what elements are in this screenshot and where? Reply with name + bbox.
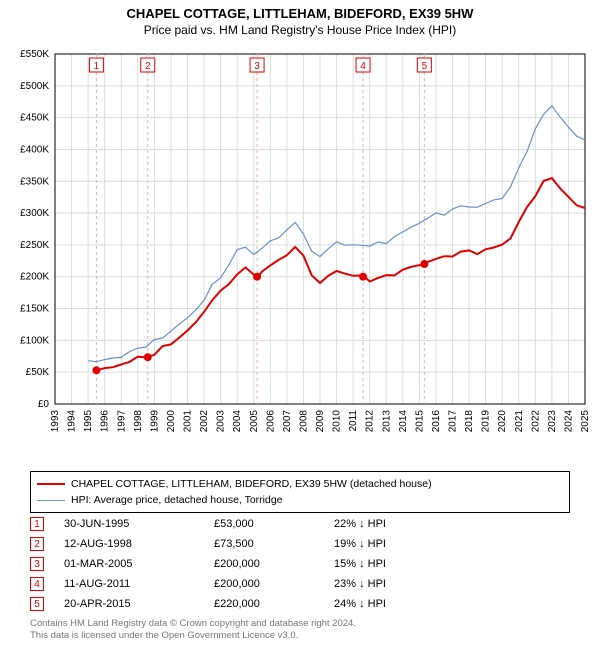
legend-item-hpi: HPI: Average price, detached house, Torr… — [37, 492, 563, 508]
sale-date: 11-AUG-2011 — [64, 578, 214, 590]
svg-text:3: 3 — [254, 61, 260, 72]
svg-text:2012: 2012 — [365, 410, 376, 433]
svg-text:2003: 2003 — [216, 410, 227, 433]
sale-date: 12-AUG-1998 — [64, 538, 214, 550]
sale-date: 30-JUN-1995 — [64, 518, 214, 530]
svg-text:5: 5 — [422, 61, 428, 72]
svg-text:1993: 1993 — [50, 410, 61, 433]
sale-marker: 2 — [30, 537, 44, 551]
svg-text:£50K: £50K — [26, 367, 50, 378]
footer-line-1: Contains HM Land Registry data © Crown c… — [30, 618, 356, 630]
chart-footer: Contains HM Land Registry data © Crown c… — [30, 618, 356, 642]
sale-row: 4 11-AUG-2011£200,00023% ↓ HPI — [30, 574, 570, 594]
svg-text:2001: 2001 — [183, 410, 194, 433]
sale-date: 20-APR-2015 — [64, 598, 214, 610]
footer-line-2: This data is licensed under the Open Gov… — [30, 630, 356, 642]
svg-text:1999: 1999 — [149, 410, 160, 433]
legend-label-property: CHAPEL COTTAGE, LITTLEHAM, BIDEFORD, EX3… — [71, 476, 432, 492]
legend-swatch-property — [37, 483, 65, 485]
svg-text:2008: 2008 — [298, 410, 309, 433]
svg-text:4: 4 — [360, 61, 366, 72]
svg-text:£400K: £400K — [20, 144, 49, 155]
svg-text:2025: 2025 — [580, 410, 591, 433]
svg-text:£450K: £450K — [20, 113, 49, 124]
chart-container: CHAPEL COTTAGE, LITTLEHAM, BIDEFORD, EX3… — [0, 6, 600, 656]
svg-text:£200K: £200K — [20, 272, 49, 283]
sale-marker: 1 — [30, 517, 44, 531]
sale-delta: 22% ↓ HPI — [334, 518, 454, 530]
svg-text:2011: 2011 — [348, 410, 359, 432]
svg-text:2022: 2022 — [530, 410, 541, 433]
svg-text:£100K: £100K — [20, 335, 49, 346]
svg-text:2013: 2013 — [381, 410, 392, 433]
svg-text:£0: £0 — [38, 399, 50, 410]
svg-text:2009: 2009 — [315, 410, 326, 433]
sale-row: 5 20-APR-2015£220,00024% ↓ HPI — [30, 594, 570, 614]
svg-text:2002: 2002 — [199, 410, 210, 433]
sale-price: £200,000 — [214, 558, 334, 570]
sale-delta: 23% ↓ HPI — [334, 578, 454, 590]
line-chart: £0 £50K £100K £150K £200K £250K £300K £350K £400… — [0, 46, 600, 466]
svg-text:1995: 1995 — [83, 410, 94, 433]
svg-text:£500K: £500K — [20, 81, 49, 92]
legend: CHAPEL COTTAGE, LITTLEHAM, BIDEFORD, EX3… — [30, 471, 570, 513]
sale-row: 1 30-JUN-1995£53,00022% ↓ HPI — [30, 514, 570, 534]
svg-text:1998: 1998 — [133, 410, 144, 433]
svg-text:£250K: £250K — [20, 240, 49, 251]
sale-marker: 5 — [30, 597, 44, 611]
chart-area: £0 £50K £100K £150K £200K £250K £300K £350K £400… — [0, 46, 600, 466]
sale-row: 3 01-MAR-2005£200,00015% ↓ HPI — [30, 554, 570, 574]
svg-text:2017: 2017 — [448, 410, 459, 433]
sale-price: £53,000 — [214, 518, 334, 530]
sale-price: £220,000 — [214, 598, 334, 610]
svg-text:2016: 2016 — [431, 410, 442, 433]
sale-marker: 3 — [30, 557, 44, 571]
svg-text:2006: 2006 — [265, 410, 276, 433]
svg-text:£300K: £300K — [20, 208, 49, 219]
svg-text:2024: 2024 — [563, 410, 574, 433]
sale-row: 2 12-AUG-1998£73,50019% ↓ HPI — [30, 534, 570, 554]
svg-text:2015: 2015 — [414, 410, 425, 433]
svg-text:2020: 2020 — [497, 410, 508, 433]
svg-text:£350K: £350K — [20, 176, 49, 187]
sale-price: £73,500 — [214, 538, 334, 550]
sale-marker: 4 — [30, 577, 44, 591]
svg-text:2019: 2019 — [481, 410, 492, 433]
chart-title: CHAPEL COTTAGE, LITTLEHAM, BIDEFORD, EX3… — [0, 6, 600, 21]
legend-swatch-hpi — [37, 500, 65, 501]
svg-text:1: 1 — [94, 61, 100, 72]
sale-delta: 24% ↓ HPI — [334, 598, 454, 610]
sales-table: 1 30-JUN-1995£53,00022% ↓ HPI 2 12-AUG-1998… — [30, 514, 570, 614]
legend-item-property: CHAPEL COTTAGE, LITTLEHAM, BIDEFORD, EX3… — [37, 476, 563, 492]
svg-text:2005: 2005 — [249, 410, 260, 433]
chart-subtitle: Price paid vs. HM Land Registry's House … — [0, 23, 600, 37]
sale-delta: 15% ↓ HPI — [334, 558, 454, 570]
svg-text:£150K: £150K — [20, 304, 49, 315]
svg-text:£550K: £550K — [20, 49, 49, 60]
svg-text:1994: 1994 — [67, 410, 78, 433]
sale-price: £200,000 — [214, 578, 334, 590]
sale-date: 01-MAR-2005 — [64, 558, 214, 570]
svg-text:2010: 2010 — [332, 410, 343, 433]
svg-text:2023: 2023 — [547, 410, 558, 433]
svg-text:2014: 2014 — [398, 410, 409, 433]
svg-text:2007: 2007 — [282, 410, 293, 433]
sale-delta: 19% ↓ HPI — [334, 538, 454, 550]
svg-text:2018: 2018 — [464, 410, 475, 433]
svg-text:2021: 2021 — [514, 410, 525, 433]
legend-label-hpi: HPI: Average price, detached house, Torr… — [71, 492, 283, 508]
svg-text:2004: 2004 — [232, 410, 243, 433]
svg-text:1997: 1997 — [116, 410, 127, 433]
svg-text:1996: 1996 — [100, 410, 111, 433]
svg-text:2000: 2000 — [166, 410, 177, 433]
svg-text:2: 2 — [145, 61, 151, 72]
